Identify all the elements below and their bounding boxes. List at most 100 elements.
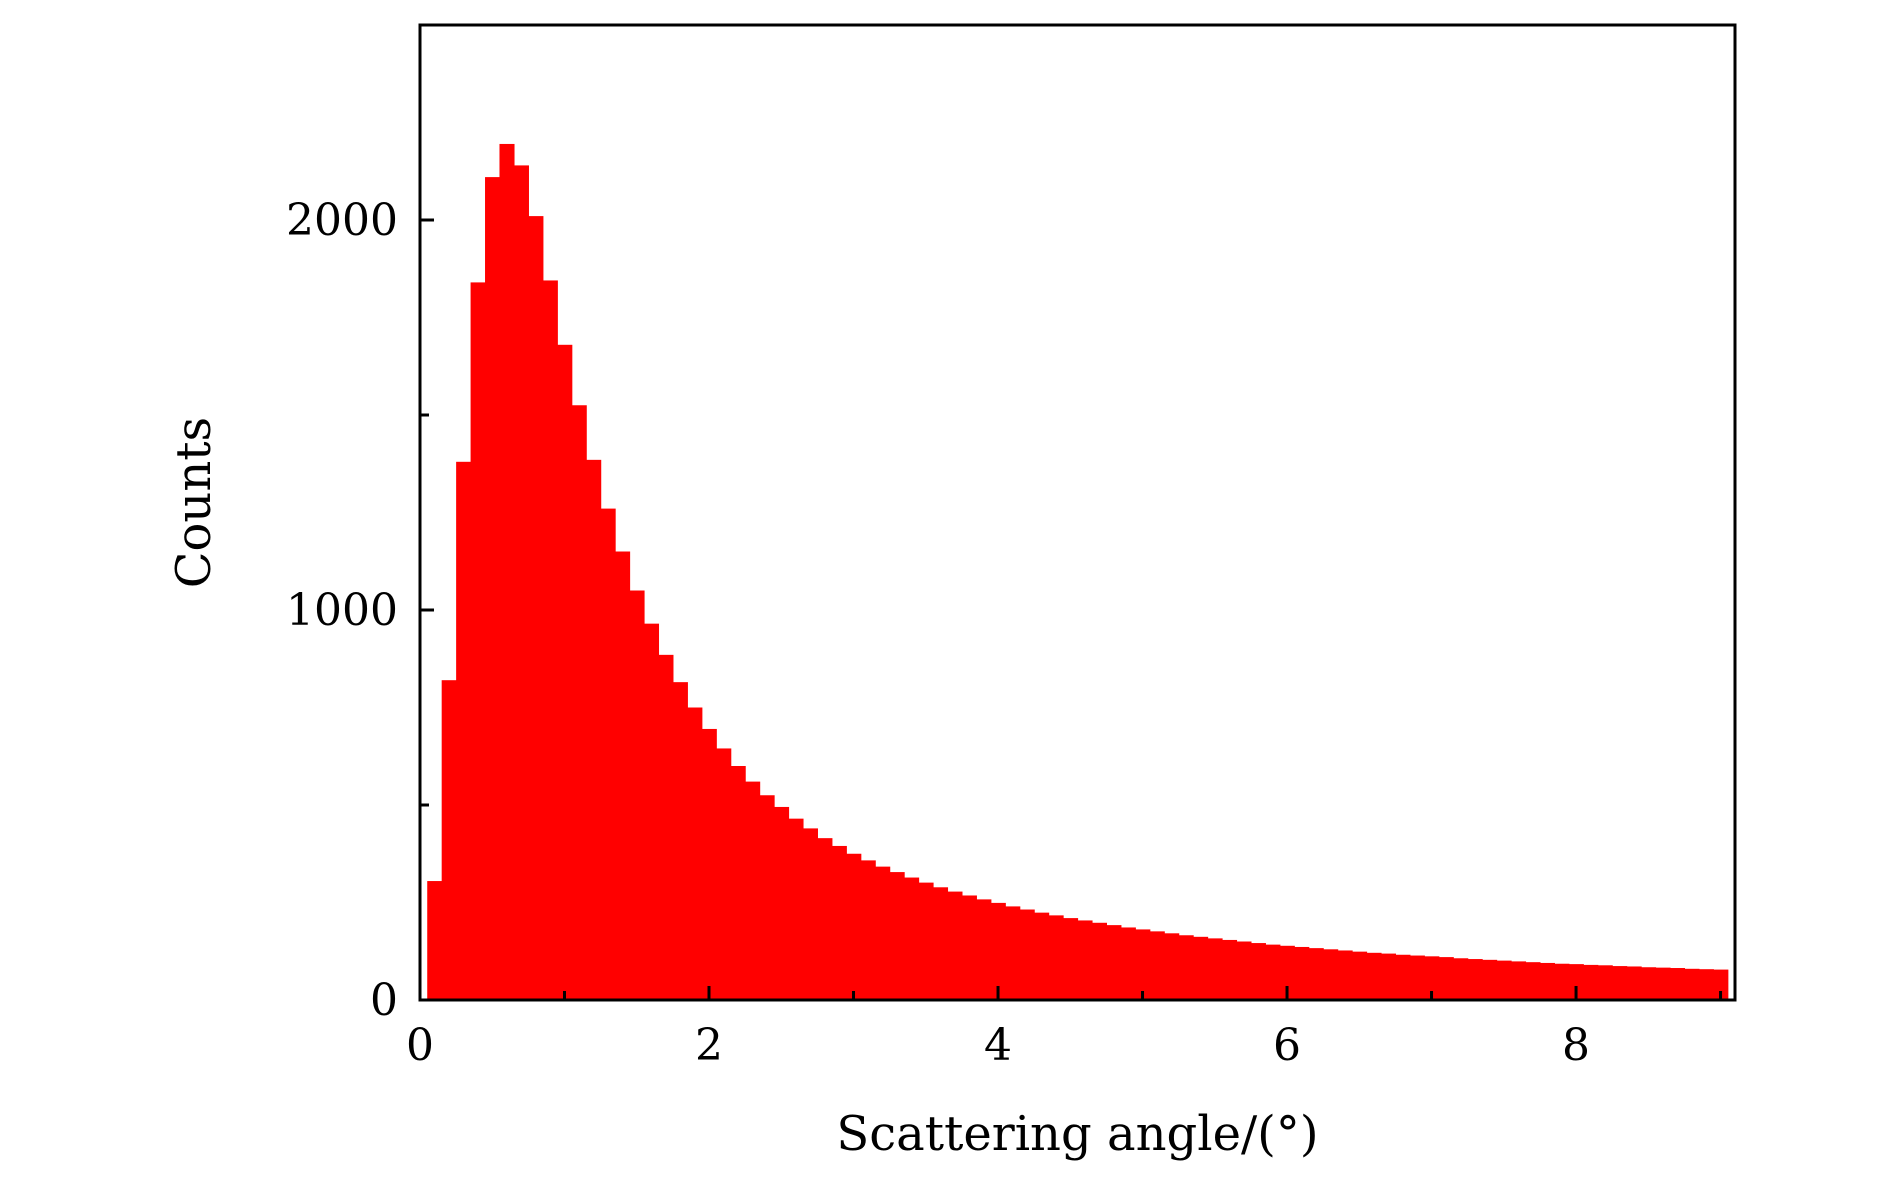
histogram-bar: [904, 877, 920, 1000]
histogram-bar: [542, 280, 558, 1000]
histogram-bar: [1019, 909, 1035, 1000]
histogram-bar: [1265, 944, 1281, 1000]
y-axis-title: Counts: [166, 417, 222, 588]
histogram-bar: [1294, 946, 1310, 1000]
histogram-bar: [456, 461, 472, 1000]
histogram-bar: [1669, 968, 1686, 1000]
x-tick-label: 8: [1562, 1020, 1590, 1071]
histogram-bars: [427, 143, 1729, 1001]
histogram-bar: [470, 282, 486, 1000]
histogram-bar: [1482, 959, 1498, 1000]
histogram-bar: [1091, 922, 1107, 1000]
histogram-bar: [643, 623, 660, 1000]
histogram-bar: [1684, 968, 1700, 1000]
histogram-bar: [658, 654, 674, 1000]
histogram-bar: [1034, 912, 1050, 1000]
histogram-bar: [1698, 969, 1714, 1000]
histogram-bar: [1641, 967, 1657, 1000]
histogram-bar: [1135, 929, 1151, 1000]
histogram-bar: [774, 806, 790, 1000]
x-axis-title: Scattering angle/(°): [836, 1106, 1318, 1162]
histogram-bar: [889, 872, 905, 1000]
x-tick-label: 0: [406, 1020, 434, 1071]
histogram-bar: [687, 707, 703, 1000]
histogram-bar: [817, 838, 833, 1000]
histogram-bar: [730, 766, 746, 1000]
histogram-bar: [1063, 918, 1079, 1000]
histogram-bar: [1525, 962, 1541, 1000]
histogram-bar: [1539, 962, 1555, 1000]
histogram-bar: [1048, 915, 1064, 1000]
histogram-bar: [1409, 955, 1425, 1000]
histogram-bar: [788, 818, 804, 1000]
histogram-bar: [961, 895, 977, 1000]
histogram-bar: [672, 682, 688, 1000]
histogram-bar: [513, 165, 529, 1000]
histogram-bar: [1222, 939, 1238, 1000]
histogram-bar: [1366, 952, 1382, 1000]
histogram-bar: [1453, 958, 1469, 1000]
histogram-bar: [947, 891, 963, 1000]
histogram-bar: [1279, 945, 1295, 1000]
histogram-bar: [427, 881, 443, 1000]
histogram-bar: [1005, 906, 1021, 1000]
histogram-bar: [875, 866, 891, 1000]
histogram-bar: [1467, 959, 1483, 1000]
axis-ticks: [418, 218, 1723, 1002]
y-axis-tick-labels: 0 1000 2000: [286, 195, 398, 1026]
histogram-bar: [1236, 941, 1252, 1000]
histogram-bar: [932, 887, 949, 1000]
x-tick-label: 6: [1273, 1020, 1301, 1071]
histogram-bar: [1583, 964, 1599, 1000]
histogram-bar: [976, 899, 992, 1000]
histogram-bar: [1337, 950, 1353, 1000]
histogram-bar: [1352, 951, 1368, 1000]
histogram-bar: [571, 405, 587, 1000]
plot-frame: [418, 23, 1737, 1002]
histogram-bar: [1178, 935, 1194, 1000]
histogram-bar: [1612, 966, 1628, 1000]
histogram-bar: [1164, 933, 1180, 1000]
histogram-bar: [918, 882, 934, 1000]
histogram-bar: [716, 748, 732, 1000]
histogram-bar: [600, 508, 616, 1000]
x-axis-tick-labels: 0 2 4 6 8: [406, 1020, 1590, 1071]
histogram-bar: [485, 177, 501, 1001]
histogram-bar: [1496, 960, 1512, 1000]
y-tick-label: 2000: [286, 195, 398, 246]
histogram-bar: [499, 143, 515, 1000]
histogram-bar: [1424, 956, 1440, 1000]
histogram-bar: [1323, 949, 1339, 1000]
histogram-bar: [745, 781, 761, 1000]
histogram-bar: [846, 853, 862, 1000]
histogram-bar: [528, 216, 544, 1001]
histogram-bar: [1193, 936, 1209, 1000]
histogram-bar: [1568, 964, 1584, 1000]
histogram-bar: [1554, 963, 1570, 1000]
histogram-bar: [860, 860, 876, 1000]
histogram-bar: [441, 680, 457, 1000]
histogram-bar: [1120, 927, 1136, 1000]
histogram-bar: [701, 728, 717, 1000]
histogram-bar: [629, 590, 645, 1000]
histogram-bar: [1438, 957, 1454, 1000]
y-tick-label: 1000: [286, 585, 398, 636]
histogram-bar: [759, 795, 775, 1000]
histogram-bar: [1655, 967, 1671, 1000]
histogram-bar: [1626, 966, 1642, 1000]
histogram-bar: [1207, 938, 1223, 1000]
histogram-bar: [802, 828, 818, 1000]
y-tick-label: 0: [370, 975, 398, 1026]
histogram-bar: [990, 902, 1006, 1000]
histogram-bar: [1380, 953, 1397, 1000]
histogram-bar: [1077, 920, 1093, 1000]
histogram-bar: [1250, 943, 1266, 1000]
histogram-bar: [1106, 925, 1122, 1000]
histogram-bar: [557, 344, 573, 1000]
histogram-bar: [831, 845, 847, 1000]
histogram-bar: [586, 459, 602, 1001]
histogram-bar: [1149, 931, 1165, 1000]
histogram-bar: [1395, 954, 1411, 1000]
histogram-bar: [1308, 948, 1324, 1000]
